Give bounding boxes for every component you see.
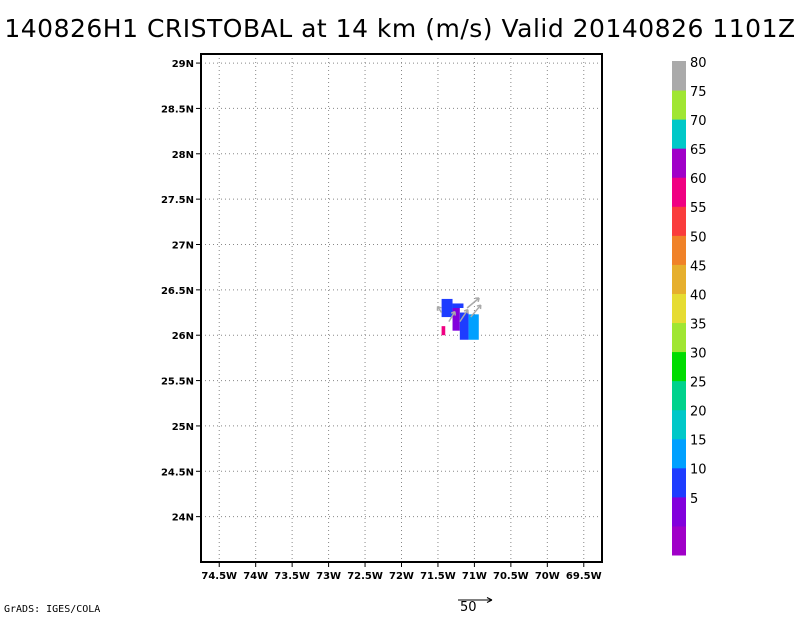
colorbar-label: 5 (690, 492, 698, 507)
y-tick-label: 24.5N (161, 467, 194, 478)
y-tick-label: 24N (172, 513, 194, 524)
colorbar-label: 50 (690, 230, 707, 245)
colorbar-label: 45 (690, 259, 707, 274)
y-tick-label: 27N (172, 241, 194, 252)
colorbar-label: 30 (690, 346, 707, 361)
colorbar-swatch (672, 206, 686, 236)
x-tick-label: 72W (389, 571, 414, 582)
colorbar-swatch (672, 438, 686, 469)
colorbar-swatch (672, 264, 686, 294)
wind-vector-shaft (466, 297, 480, 309)
colorbar-label: 55 (690, 201, 707, 216)
colorbar-label: 60 (690, 172, 707, 187)
colorbar-swatch (672, 177, 686, 207)
colorbar-label: 35 (690, 317, 707, 332)
data-cell (441, 326, 446, 336)
wind-vector (466, 297, 480, 309)
colorbar-swatch (672, 90, 686, 120)
wind-vector-shaft (448, 311, 456, 322)
y-tick-label: 26.5N (161, 286, 194, 297)
x-tick-label: 70.5W (493, 571, 529, 582)
colorbar-swatch (672, 496, 686, 527)
colorbar-swatch (672, 467, 686, 498)
colorbar-swatch (672, 293, 686, 324)
colorbar-label: 20 (690, 405, 707, 420)
colorbar-swatch (672, 322, 686, 353)
grid-lines (201, 54, 602, 562)
x-tick-label: 72.5W (347, 571, 383, 582)
colorbar-swatch (672, 409, 686, 440)
colorbar-label: 75 (690, 85, 707, 100)
wind-vector (436, 305, 443, 313)
colorbar-label: 15 (690, 434, 707, 449)
y-tick-label: 28.5N (161, 104, 194, 115)
colorbar-swatch (672, 61, 686, 91)
wind-vectors (436, 297, 482, 323)
y-tick-label: 28N (172, 150, 194, 161)
wind-vector-head (463, 308, 469, 312)
data-cell (441, 298, 453, 318)
data-cell (452, 308, 460, 331)
grads-credit: GrADS: IGES/COLA (4, 604, 101, 615)
colorbar-label: 25 (690, 376, 707, 391)
x-tick-label: 74W (243, 571, 268, 582)
x-tick-label: 73W (316, 571, 341, 582)
y-tick-label: 27.5N (161, 195, 194, 206)
x-tick-label: 70W (535, 571, 560, 582)
y-tick-label: 26N (172, 331, 194, 342)
colorbar-swatch (672, 380, 686, 411)
y-tick-label: 29N (172, 59, 194, 70)
colorbar-swatch (672, 235, 686, 265)
data-cell (468, 314, 479, 340)
reference-vector-head (486, 597, 493, 601)
wind-vector (470, 304, 482, 318)
chart-title: 140826H1 CRISTOBAL at 14 km (m/s) Valid … (4, 14, 796, 43)
reference-vector-head (486, 599, 493, 603)
reference-vector-label: 50 (460, 600, 477, 615)
colorbar-label: 70 (690, 114, 707, 129)
wind-vector (459, 308, 469, 323)
x-tick-label: 71W (462, 571, 487, 582)
data-cell (459, 312, 469, 340)
y-axis-ticks: 24N 24.5N 25N 25.5N 26N 26.5N 27N 27.5N 28N 28.5N… (161, 59, 201, 524)
colorbar-label: 80 (690, 56, 707, 71)
x-tick-label: 71.5W (420, 571, 456, 582)
x-tick-label: 69.5W (566, 571, 602, 582)
data-cells (441, 298, 479, 340)
data-cell (452, 303, 464, 308)
colorbar-swatch (672, 119, 686, 149)
colorbar: 5 10 15 20 25 30 35 40 45 50 55 60 65 70 75 80 (672, 56, 707, 556)
colorbar-label: 10 (690, 463, 707, 478)
colorbar-swatch (672, 351, 686, 382)
x-tick-label: 73.5W (274, 571, 310, 582)
x-axis-ticks: 74.5W 74W 73.5W 73W 72.5W 72W 71.5W 71W 70.5W 70W… (201, 562, 602, 582)
wind-vector-shaft (470, 304, 482, 318)
colorbar-label: 65 (690, 143, 707, 158)
reference-vector-arrow (458, 597, 493, 603)
wind-vector-shaft (459, 309, 469, 323)
colorbar-swatch (672, 525, 686, 556)
wind-vector-head (476, 304, 481, 307)
wind-vector (448, 310, 456, 322)
y-tick-label: 25.5N (161, 377, 194, 388)
colorbar-swatch (672, 148, 686, 178)
y-tick-label: 25N (172, 422, 194, 433)
wind-vector-head (450, 310, 456, 314)
x-tick-label: 74.5W (201, 571, 237, 582)
colorbar-label: 40 (690, 288, 707, 303)
